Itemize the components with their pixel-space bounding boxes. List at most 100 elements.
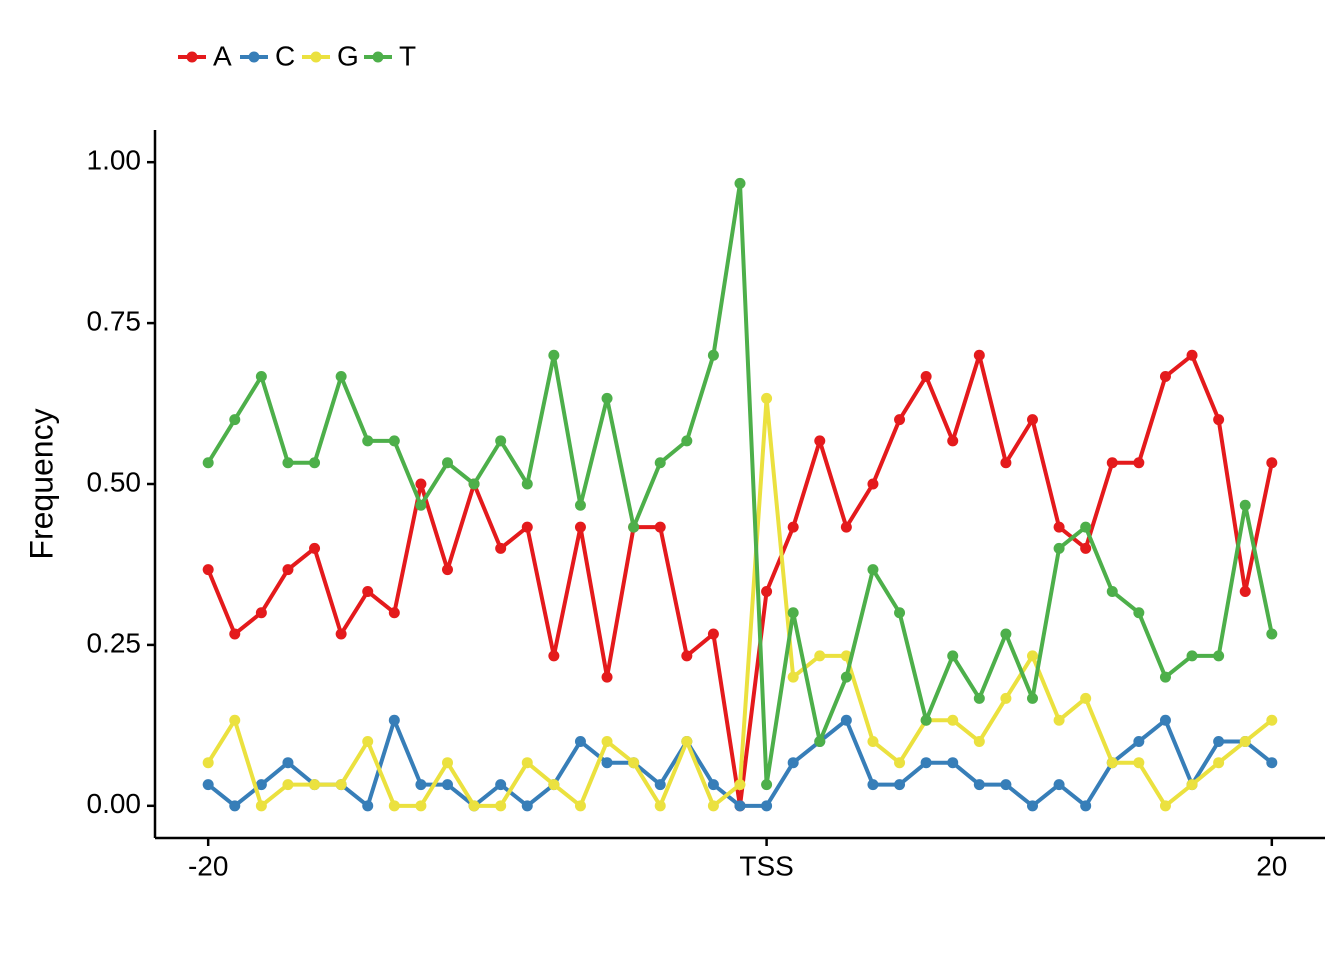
data-point xyxy=(654,800,666,812)
data-point xyxy=(1159,714,1171,726)
y-axis-label: Frequency xyxy=(23,408,59,559)
data-point xyxy=(654,521,666,533)
data-point xyxy=(601,757,613,769)
data-point xyxy=(920,757,932,769)
data-point xyxy=(229,628,241,640)
data-point xyxy=(282,564,294,576)
data-point xyxy=(229,414,241,426)
data-point xyxy=(840,714,852,726)
data-point xyxy=(1239,585,1251,597)
data-point xyxy=(707,779,719,791)
data-point xyxy=(947,757,959,769)
data-point xyxy=(1080,800,1092,812)
data-point xyxy=(894,607,906,619)
data-point xyxy=(787,607,799,619)
data-point xyxy=(707,628,719,640)
data-point xyxy=(1133,457,1145,469)
data-point xyxy=(1159,371,1171,383)
data-point xyxy=(1266,628,1278,640)
data-point xyxy=(255,371,267,383)
data-point xyxy=(335,779,347,791)
data-point xyxy=(973,779,985,791)
legend-label: C xyxy=(275,40,295,71)
data-point xyxy=(734,177,746,189)
data-point xyxy=(867,478,879,490)
data-point xyxy=(442,457,453,469)
data-point xyxy=(309,542,321,554)
data-point xyxy=(973,349,985,361)
data-point xyxy=(1106,585,1118,597)
data-point xyxy=(255,607,267,619)
data-point xyxy=(1213,414,1225,426)
data-point xyxy=(920,371,932,383)
data-point xyxy=(255,800,267,812)
data-point xyxy=(229,800,241,812)
data-point xyxy=(867,564,879,576)
data-point xyxy=(1000,628,1012,640)
data-point xyxy=(521,757,533,769)
data-point xyxy=(202,564,214,576)
data-point xyxy=(1000,779,1012,791)
data-point xyxy=(947,650,959,662)
legend-label: T xyxy=(399,40,416,71)
data-point xyxy=(947,714,959,726)
data-point xyxy=(1186,349,1198,361)
data-point xyxy=(1053,542,1065,554)
data-point xyxy=(920,714,932,726)
data-point xyxy=(601,392,613,404)
data-point xyxy=(1239,735,1251,747)
data-point xyxy=(335,628,347,640)
data-point xyxy=(415,779,427,791)
legend-dot xyxy=(310,51,322,63)
data-point xyxy=(761,779,773,791)
x-tick-label: TSS xyxy=(739,850,793,881)
data-point xyxy=(681,435,693,447)
data-point xyxy=(1213,735,1225,747)
x-tick-label: 20 xyxy=(1256,850,1287,881)
data-point xyxy=(1106,757,1118,769)
data-point xyxy=(1000,457,1012,469)
data-point xyxy=(734,779,746,791)
data-point xyxy=(814,735,826,747)
data-point xyxy=(1027,800,1038,812)
data-point xyxy=(1133,735,1145,747)
data-point xyxy=(1213,650,1225,662)
data-point xyxy=(255,779,267,791)
data-point xyxy=(1000,692,1012,704)
legend-label: G xyxy=(337,40,359,71)
data-point xyxy=(388,607,400,619)
data-point xyxy=(1080,542,1092,554)
legend-dot xyxy=(248,51,260,63)
data-point xyxy=(1053,779,1065,791)
data-point xyxy=(495,542,507,554)
series-line xyxy=(206,181,1274,787)
data-point xyxy=(202,457,214,469)
data-point xyxy=(1186,779,1198,791)
data-point xyxy=(947,435,959,447)
data-point xyxy=(495,800,507,812)
data-point xyxy=(894,757,906,769)
y-tick-label: 0.75 xyxy=(87,305,142,336)
data-point xyxy=(1053,714,1065,726)
data-point xyxy=(840,671,852,683)
data-point xyxy=(761,800,773,812)
data-point xyxy=(362,735,374,747)
data-point xyxy=(1080,521,1092,533)
data-point xyxy=(894,414,906,426)
data-point xyxy=(442,779,453,791)
data-point xyxy=(814,650,826,662)
data-point xyxy=(415,499,427,511)
y-tick-label: 0.50 xyxy=(87,466,142,497)
data-point xyxy=(787,757,799,769)
y-tick-label: 1.00 xyxy=(87,145,142,176)
data-point xyxy=(388,714,400,726)
data-point xyxy=(1213,757,1225,769)
data-point xyxy=(894,779,906,791)
data-point xyxy=(654,457,666,469)
data-point xyxy=(973,692,985,704)
data-point xyxy=(282,457,294,469)
data-point xyxy=(1027,414,1038,426)
data-point xyxy=(362,800,374,812)
data-point xyxy=(761,392,773,404)
